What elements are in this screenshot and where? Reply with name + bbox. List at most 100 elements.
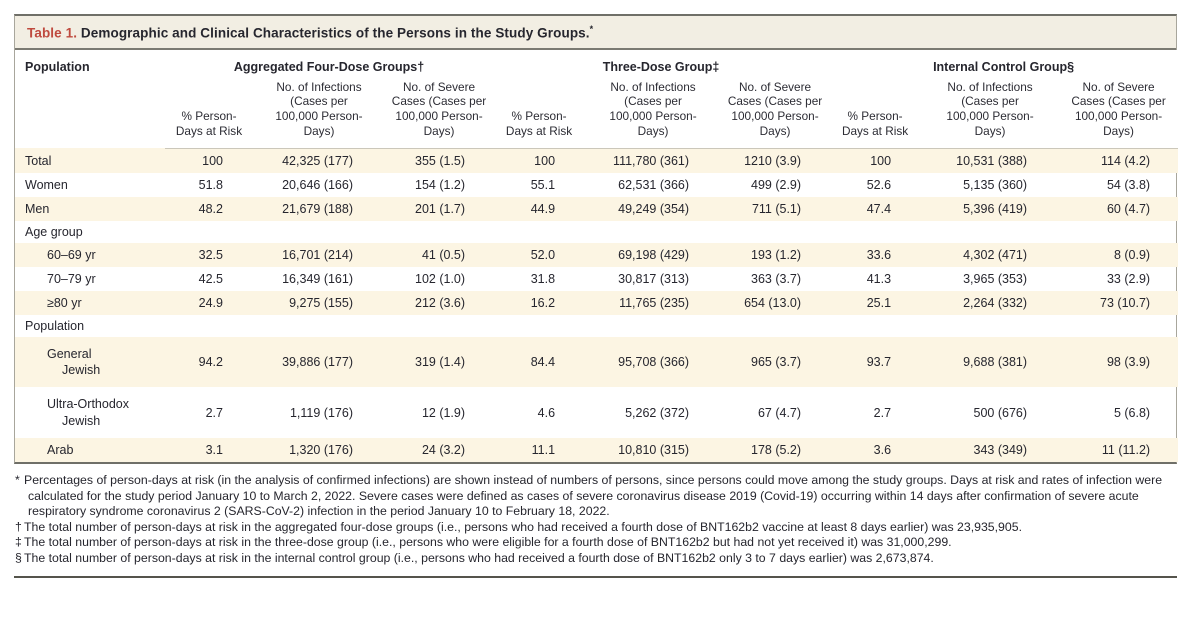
cell-value: 42.5 (198, 271, 223, 286)
cell-value: 9,688 (381) (921, 336, 1060, 388)
row-label: Arab (15, 437, 165, 462)
cell-value: 24.9 (165, 290, 253, 315)
cell-value: 67 (4.7) (757, 405, 802, 420)
cell-value: 62,531 (366) (618, 177, 690, 192)
cell-value: 114 (4.2) (1059, 148, 1179, 173)
cell-value: 10,810 (315) (585, 437, 722, 462)
cell-value: 201 (1.7) (385, 196, 494, 221)
cell-value: 355 (1.5) (385, 148, 494, 173)
cell-value: 212 (3.6) (385, 290, 494, 315)
table1-frame: Table 1. Demographic and Clinical Charac… (14, 14, 1179, 464)
cell-value: 965 (3.7) (721, 336, 830, 388)
table-row: Arab 3.1 1,320 (176) 24 (3.2) 11.1 10,810 (31… (15, 437, 1179, 462)
cell-value: 4,302 (471) (921, 242, 1060, 267)
row-label-line: Jewish (62, 413, 101, 428)
table-row: Total 100 42,325 (177) 355 (1.5) 100 111,780 … (15, 148, 1179, 173)
row-label: General Jewish (15, 336, 165, 388)
cell-value: 5,135 (360) (963, 177, 1028, 192)
cell-value: 111,780 (361) (585, 148, 722, 173)
cell-value: 178 (5.2) (721, 437, 830, 462)
cell-value: 711 (5.1) (721, 196, 830, 221)
sub-header-infections: No. of Infections (Cases per 100,000 Per… (921, 73, 1060, 149)
footnote-text: Percentages of person-days at risk (in t… (24, 472, 1163, 519)
cell-value: 44.9 (493, 196, 586, 221)
cell-value: 69,198 (429) (585, 242, 722, 267)
cell-value: 363 (3.7) (751, 271, 802, 286)
row-label: Total (15, 148, 165, 173)
cell-value: 20,646 (166) (282, 177, 353, 192)
row-label: ≥80 yr (15, 290, 165, 315)
cell-value: 3,965 (353) (963, 271, 1028, 286)
row-label-line: Jewish (62, 363, 101, 378)
cell-value: 48.2 (165, 196, 253, 221)
cell-value: 11 (11.2) (1059, 437, 1179, 462)
sub-header-severe: No. of Severe Cases (Cases per 100,000 P… (385, 73, 494, 149)
group-header-internal-control: Internal Control Group§ (829, 49, 1179, 74)
cell-value: 16,349 (161) (282, 271, 353, 286)
cell-value: 3.6 (829, 437, 922, 462)
page: Table 1. Demographic and Clinical Charac… (14, 14, 1179, 578)
table-row: Women 51.8 20,646 (166) 154 (1.2) 55.1 62,531… (15, 173, 1178, 197)
section-row: Population (15, 315, 1178, 337)
sub-header-pct-days: % Person-Days at Risk (829, 73, 922, 149)
bottom-rule (14, 575, 1177, 578)
cell-value: 1,119 (176) (289, 405, 353, 420)
footnote: § The total number of person-days at risk… (15, 551, 1175, 567)
footnote-marker: * (15, 472, 20, 487)
cell-value: 16.2 (493, 290, 586, 315)
cell-value: 5,396 (419) (921, 196, 1060, 221)
footnotes: * Percentages of person-days at risk (in … (15, 473, 1175, 567)
footnote: ‡ The total number of person-days at risk… (15, 535, 1175, 551)
sub-header-row: % Person-Days at Risk No. of Infections … (15, 73, 1179, 149)
row-label: Women (25, 177, 68, 192)
sub-header-infections: No. of Infections (Cases per 100,000 Per… (585, 73, 722, 149)
section-label: Population (25, 318, 85, 333)
row-label: 60–69 yr (15, 242, 165, 267)
footnote-text: The total number of person-days at risk … (24, 535, 952, 550)
cell-value: 3.1 (165, 437, 253, 462)
cell-value: 93.7 (829, 336, 922, 388)
cell-value: 33.6 (829, 242, 922, 267)
footnote-marker: ‡ (15, 535, 22, 550)
cell-value: 42,325 (177) (253, 148, 385, 173)
cell-value: 33 (2.9) (1106, 271, 1151, 286)
cell-value: 100 (493, 148, 586, 173)
cell-value: 30,817 (313) (618, 271, 690, 286)
group-header-four-dose: Aggregated Four-Dose Groups† (165, 49, 494, 74)
cell-value: 39,886 (177) (253, 336, 385, 388)
cell-value: 47.4 (829, 196, 922, 221)
footnote: * Percentages of person-days at risk (in … (15, 473, 1175, 520)
cell-value: 9,275 (155) (253, 290, 385, 315)
sub-header-severe: No. of Severe Cases (Cases per 100,000 P… (721, 73, 830, 149)
cell-value: 84.4 (493, 336, 586, 388)
cell-value: 1210 (3.9) (721, 148, 830, 173)
sub-header-severe: No. of Severe Cases (Cases per 100,000 P… (1059, 73, 1179, 149)
sub-header-infections: No. of Infections (Cases per 100,000 Per… (253, 73, 385, 149)
cell-value: 5 (6.8) (1113, 405, 1151, 420)
cell-value: 11,765 (235) (585, 290, 722, 315)
cell-value: 500 (676) (973, 405, 1028, 420)
sub-header-pct-days: % Person-Days at Risk (493, 73, 586, 149)
cell-value: 51.8 (198, 177, 223, 192)
cell-value: 31.8 (530, 271, 556, 286)
row-label-line: General (47, 346, 92, 361)
column-header-population: Population (15, 49, 165, 149)
table-title: Demographic and Clinical Characteristics… (77, 25, 590, 41)
footnote-text: The total number of person-days at risk … (24, 550, 934, 565)
cell-value: 32.5 (165, 242, 253, 267)
sub-header-pct-days: % Person-Days at Risk (165, 73, 253, 149)
table-row: 60–69 yr 32.5 16,701 (214) 41 (0.5) 52.0 69,1… (15, 242, 1179, 267)
cell-value: 10,531 (388) (921, 148, 1060, 173)
cell-value: 55.1 (530, 177, 556, 192)
cell-value: 24 (3.2) (385, 437, 494, 462)
cell-value: 5,262 (372) (625, 405, 690, 420)
row-label: Men (15, 196, 165, 221)
cell-value: 21,679 (188) (253, 196, 385, 221)
cell-value: 73 (10.7) (1059, 290, 1179, 315)
table-row: Ultra-Orthodox Jewish 2.7 1,119 (176) 12 (1.… (15, 387, 1178, 438)
table-title-bar: Table 1. Demographic and Clinical Charac… (15, 16, 1176, 50)
cell-value: 98 (3.9) (1059, 336, 1179, 388)
cell-value: 154 (1.2) (415, 177, 466, 192)
table-row: General Jewish 94.2 39,886 (177) 319 (1.4) 84… (15, 336, 1179, 388)
section-label: Age group (25, 224, 83, 239)
